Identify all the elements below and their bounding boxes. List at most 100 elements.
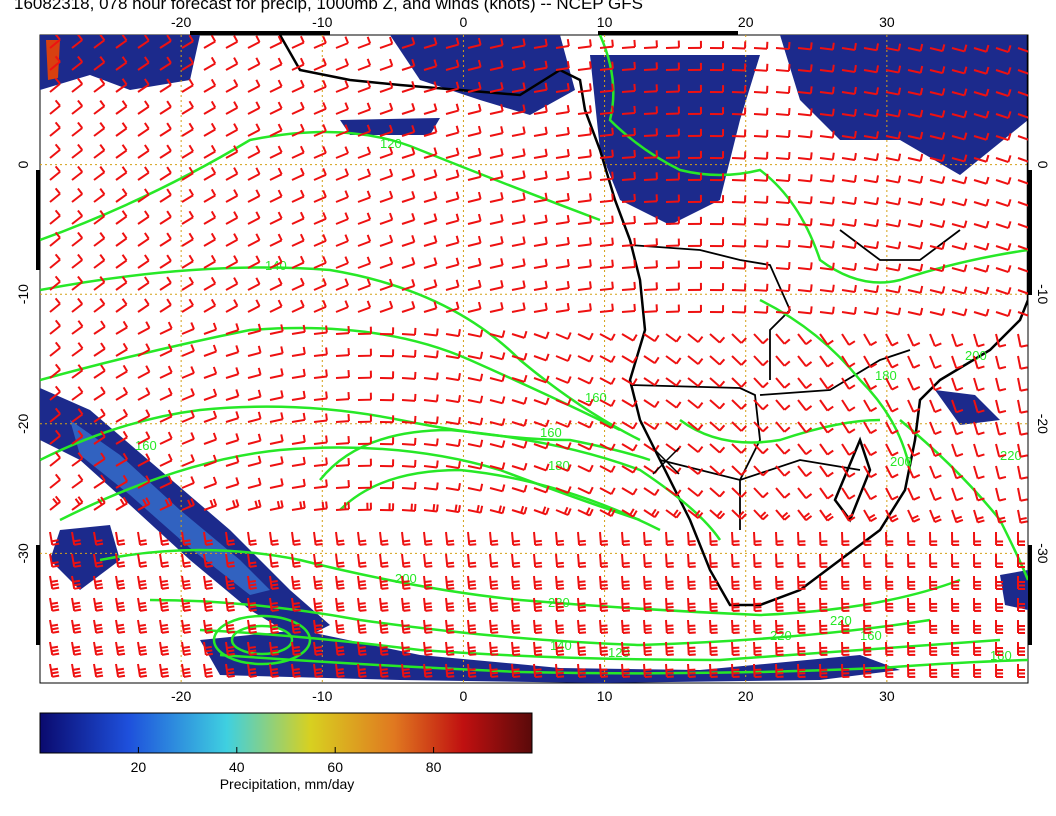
wind-barb — [291, 500, 306, 511]
wind-barb — [225, 211, 239, 225]
wind-barb — [467, 504, 484, 514]
wind-barb — [621, 465, 638, 474]
wind-barb — [687, 194, 702, 203]
wind-barb — [423, 504, 439, 513]
wind-barb — [291, 299, 305, 313]
wind-barb — [863, 219, 880, 228]
wind-barb — [357, 278, 372, 291]
wind-barb — [533, 38, 548, 49]
wind-barb — [797, 64, 813, 73]
wind-barb — [115, 553, 126, 568]
wind-barb — [379, 393, 395, 402]
wind-barb — [665, 260, 680, 269]
wind-barb — [753, 305, 769, 314]
wind-barb — [643, 421, 660, 430]
wind-barb — [49, 495, 61, 511]
wind-barb — [225, 477, 240, 489]
wind-barb — [181, 575, 192, 590]
wind-barb — [225, 145, 239, 159]
wind-barb — [357, 348, 372, 357]
wind-barb — [797, 465, 813, 478]
wind-barb — [159, 597, 170, 612]
wind-barb — [775, 174, 791, 183]
wind-barb — [995, 177, 1012, 185]
wind-barb — [115, 188, 128, 203]
wind-barb — [599, 465, 616, 473]
wind-barb — [533, 148, 548, 159]
wind-barb — [533, 258, 548, 269]
wind-barb — [137, 144, 150, 159]
wind-barb — [533, 597, 543, 612]
wind-barb — [137, 56, 150, 71]
wind-barb — [973, 619, 982, 634]
wind-barb — [995, 333, 1007, 348]
wind-barb — [819, 284, 835, 293]
wind-barb — [335, 256, 349, 269]
wind-barb — [907, 263, 924, 272]
wind-barb — [643, 377, 660, 386]
wind-barb — [269, 456, 284, 467]
wind-barb — [423, 438, 439, 447]
wind-barb — [819, 663, 828, 678]
wind-barb — [841, 465, 856, 478]
wind-barb — [907, 487, 921, 501]
wind-barb — [159, 453, 173, 467]
wind-barb — [709, 597, 718, 612]
wind-barb — [731, 41, 747, 50]
wind-barb — [555, 214, 570, 225]
wind-barb — [907, 131, 924, 140]
wind-barb — [511, 374, 528, 383]
wind-barb — [797, 42, 813, 51]
wind-barb — [643, 106, 658, 115]
wind-barb — [841, 553, 850, 568]
wind-barb — [665, 575, 674, 590]
wind-barb — [401, 349, 417, 358]
wind-barb — [775, 509, 791, 521]
wind-barb — [225, 389, 240, 401]
wind-barb — [929, 641, 938, 656]
wind-barb — [181, 254, 194, 269]
wind-barb — [115, 575, 126, 590]
wind-barb — [995, 553, 1004, 568]
wind-barb — [313, 391, 328, 401]
wind-barb — [775, 575, 784, 590]
wind-barb — [225, 35, 239, 49]
wind-barb — [533, 506, 550, 516]
wind-barb — [401, 301, 416, 313]
wind-barb — [291, 346, 306, 357]
wind-barb — [1017, 157, 1028, 163]
wind-barb — [423, 460, 439, 469]
wind-barb — [203, 454, 218, 467]
wind-barb — [1017, 267, 1028, 273]
wind-barb — [643, 663, 652, 678]
precip-band-southern-edge — [200, 630, 900, 683]
wind-barb — [621, 259, 636, 269]
wind-barb — [885, 263, 902, 272]
wind-barb — [599, 171, 614, 181]
wind-barb — [203, 432, 218, 445]
wind-barb — [885, 43, 902, 52]
precip-nw-heavy — [46, 40, 60, 80]
wind-barb — [313, 58, 327, 71]
wind-barb — [819, 509, 834, 522]
wind-barb — [863, 377, 878, 391]
wind-barb — [731, 575, 740, 590]
wind-barb — [71, 231, 84, 247]
wind-barb — [797, 553, 806, 568]
wind-barb — [621, 333, 638, 342]
wind-barb — [709, 553, 718, 568]
wind-barb — [951, 154, 968, 163]
wind-barb — [665, 128, 680, 137]
wind-barb — [335, 553, 345, 568]
lat-tick-label: -10 — [15, 284, 31, 304]
precip-congo — [590, 55, 760, 225]
wind-barb — [379, 80, 394, 93]
wind-barb — [511, 38, 526, 49]
wind-barb — [49, 451, 61, 467]
wind-barb — [247, 411, 262, 423]
wind-barb — [951, 619, 960, 634]
wind-barb — [115, 166, 128, 181]
wind-barb — [93, 144, 106, 159]
wind-barb — [1017, 663, 1026, 678]
wind-barb — [357, 300, 372, 313]
